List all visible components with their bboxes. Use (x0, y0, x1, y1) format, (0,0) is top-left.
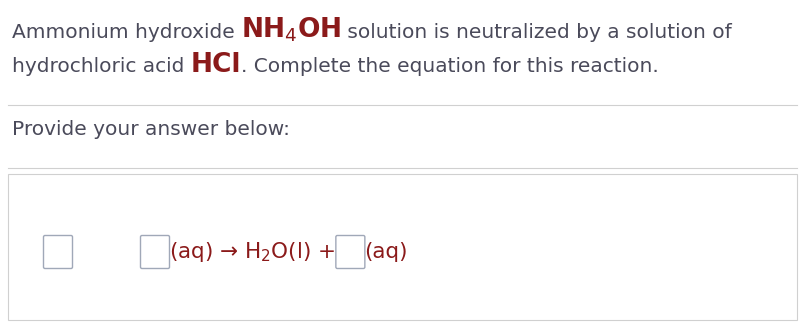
FancyBboxPatch shape (8, 174, 797, 320)
Text: . Complete the equation for this reaction.: . Complete the equation for this reactio… (242, 57, 659, 76)
FancyBboxPatch shape (43, 236, 72, 269)
Text: NH$_4$OH: NH$_4$OH (242, 16, 341, 45)
Text: solution is neutralized by a solution of: solution is neutralized by a solution of (341, 23, 732, 42)
FancyBboxPatch shape (141, 236, 170, 269)
Text: Provide your answer below:: Provide your answer below: (12, 120, 290, 139)
Text: Ammonium hydroxide: Ammonium hydroxide (12, 23, 241, 42)
Text: HCl: HCl (191, 52, 242, 78)
Text: (aq): (aq) (365, 242, 408, 262)
Text: hydrochloric acid: hydrochloric acid (12, 57, 191, 76)
FancyBboxPatch shape (336, 236, 365, 269)
Text: (aq) → H$_2$O(l) +: (aq) → H$_2$O(l) + (169, 240, 337, 264)
